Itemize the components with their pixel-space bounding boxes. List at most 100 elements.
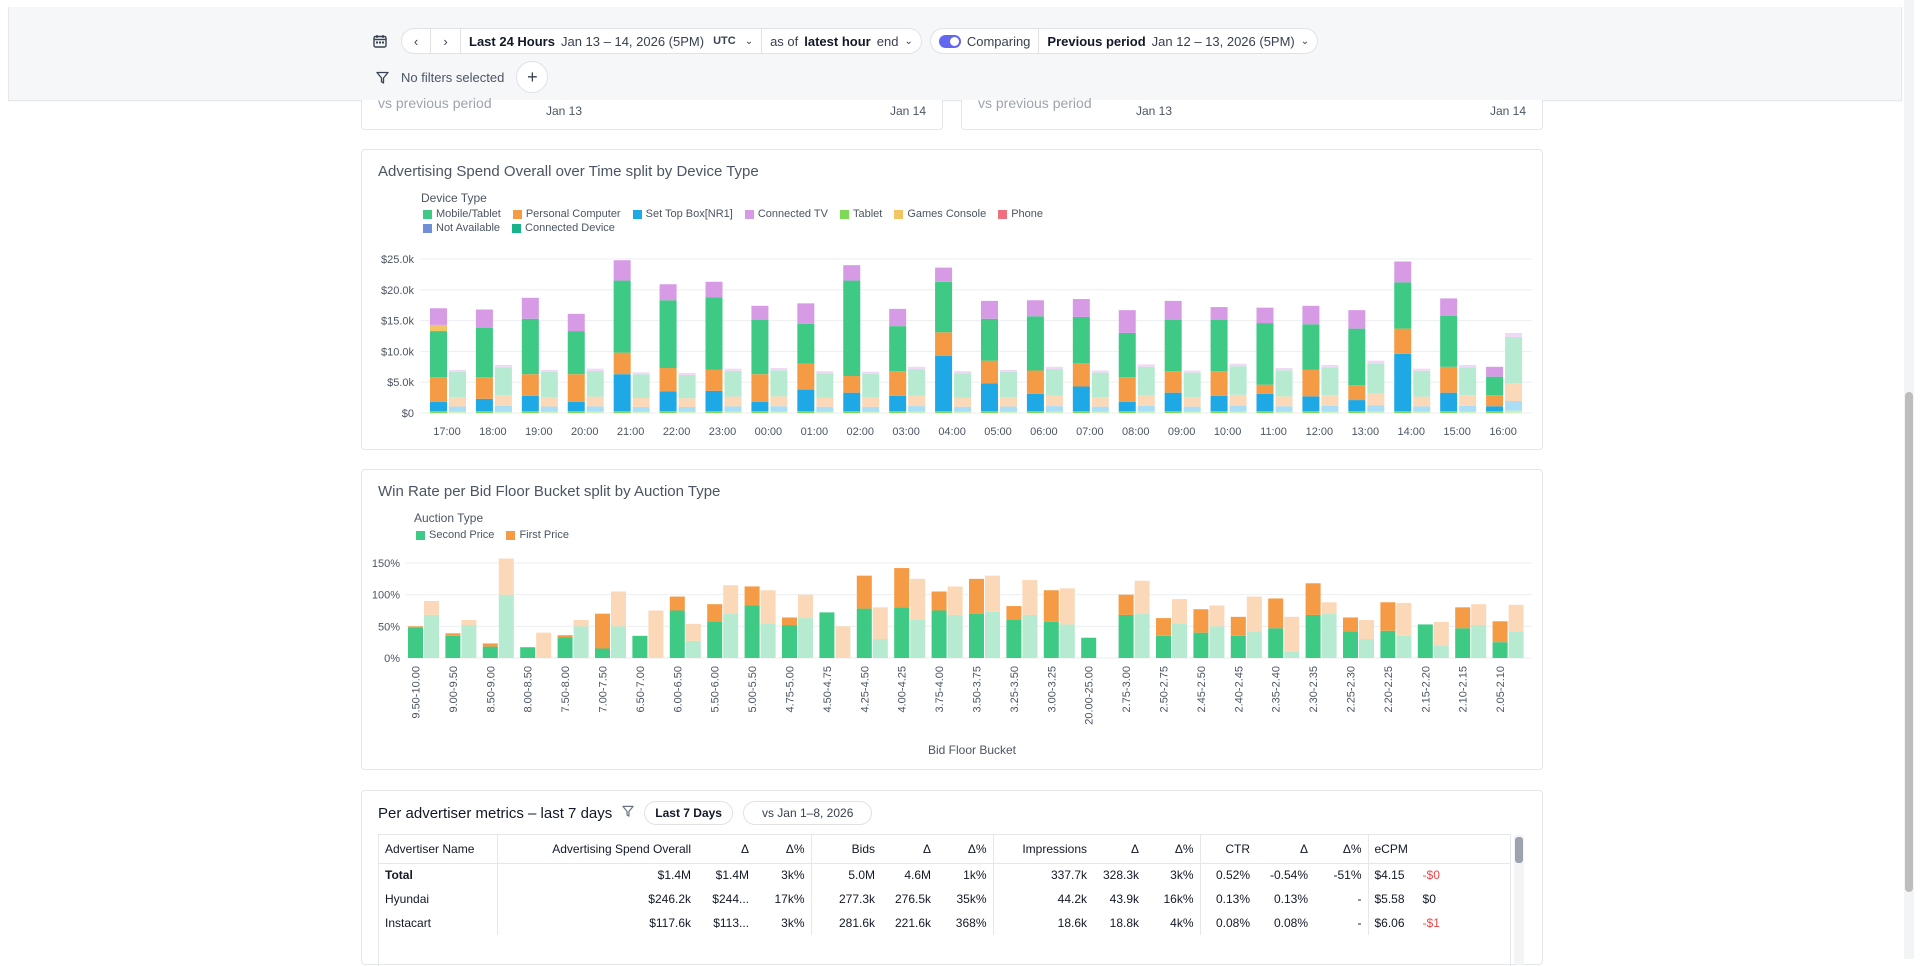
date-range-picker[interactable]: Last 24 Hours Jan 13 – 14, 2026 (5PM) UT… bbox=[461, 28, 763, 54]
legend-item[interactable]: Phone bbox=[998, 208, 1043, 220]
bar-segment bbox=[1118, 614, 1134, 658]
toggle-switch[interactable] bbox=[938, 34, 961, 48]
bar-segment bbox=[1302, 305, 1320, 325]
previous-bar-segment bbox=[1471, 604, 1487, 626]
legend-swatch bbox=[744, 209, 754, 219]
bar-segment bbox=[1230, 635, 1246, 658]
bar-segment bbox=[1455, 607, 1471, 629]
column-header[interactable]: Bids bbox=[810, 835, 881, 864]
column-header[interactable]: Δ bbox=[1093, 835, 1145, 864]
filter-icon[interactable] bbox=[622, 804, 634, 822]
legend-item[interactable]: Personal Computer bbox=[512, 208, 621, 220]
previous-bar-segment bbox=[862, 411, 880, 413]
bar-segment bbox=[1343, 631, 1358, 658]
previous-bar-segment bbox=[1045, 411, 1063, 413]
legend-item[interactable]: First Price bbox=[506, 529, 569, 541]
bar-segment bbox=[557, 635, 573, 638]
column-header[interactable]: Δ% bbox=[1145, 835, 1200, 864]
previous-bar-segment bbox=[862, 371, 880, 374]
table-scrollbar-track[interactable] bbox=[1514, 835, 1524, 965]
table-row[interactable]: Instacart $117.6k $113... 3k% 281.6k 221.6k 36… bbox=[379, 911, 1510, 935]
previous-bar-segment bbox=[1367, 360, 1385, 364]
table-cell: $4.15 -$0 bbox=[1367, 863, 1510, 887]
column-header[interactable]: Δ% bbox=[755, 835, 811, 864]
previous-bar-segment bbox=[611, 626, 626, 658]
column-header[interactable]: Δ bbox=[881, 835, 937, 864]
previous-bar-segment bbox=[862, 397, 880, 407]
table-row[interactable]: Total $1.4M $1.4M 3k% 5.0M 4.6M 1k% 337.7k 328.3… bbox=[379, 863, 1510, 887]
column-header[interactable]: Δ% bbox=[1314, 835, 1368, 864]
last-7-days-button[interactable]: Last 7 Days bbox=[644, 801, 733, 825]
bar-segment bbox=[1348, 400, 1366, 412]
bar-segment bbox=[782, 625, 797, 658]
column-header[interactable]: CTR bbox=[1199, 835, 1256, 864]
bar-segment bbox=[1072, 411, 1090, 413]
as-of-selector[interactable]: as of latest hour end ⌄ bbox=[762, 28, 922, 54]
bar-segment bbox=[856, 575, 872, 609]
legend-swatch bbox=[416, 530, 425, 540]
x-tick-label: 11:00 bbox=[1260, 426, 1287, 438]
table-row[interactable]: Hyundai $246.2k $244... 17k% 277.3k 276.5k 35k… bbox=[379, 887, 1510, 911]
filter-icon[interactable] bbox=[369, 64, 395, 90]
bar-segment bbox=[1302, 396, 1320, 412]
page-scrollbar-track[interactable] bbox=[1904, 0, 1914, 959]
column-header[interactable]: eCPM bbox=[1367, 835, 1510, 864]
x-tick-label: 4.50-4.75 bbox=[822, 666, 834, 712]
bar-segment bbox=[430, 411, 447, 413]
previous-bar-segment bbox=[798, 594, 813, 619]
previous-bar-segment bbox=[1091, 406, 1109, 412]
legend-item[interactable]: Connected Device bbox=[512, 222, 615, 234]
bar-segment bbox=[408, 626, 423, 628]
column-header[interactable]: Δ% bbox=[937, 835, 993, 864]
table-cell: $6.06 -$1 bbox=[1367, 911, 1510, 935]
bar-segment bbox=[430, 377, 447, 402]
x-tick-label: 2.75-3.00 bbox=[1121, 666, 1133, 712]
legend-item[interactable]: Connected TV bbox=[744, 208, 828, 220]
compare-period-selector[interactable]: Previous period Jan 12 – 13, 2026 (5PM) … bbox=[1039, 28, 1319, 54]
bar-segment bbox=[521, 297, 539, 319]
legend-item[interactable]: Second Price bbox=[416, 529, 494, 541]
legend-item[interactable]: Tablet bbox=[839, 208, 882, 220]
previous-bar-segment bbox=[816, 411, 834, 413]
compare-range-button[interactable]: vs Jan 1–8, 2026 bbox=[742, 801, 873, 825]
previous-bar-segment bbox=[954, 373, 972, 398]
table-cell: 44.2k bbox=[992, 887, 1093, 911]
table-cell: 3k% bbox=[1170, 868, 1194, 883]
previous-bar-segment bbox=[1413, 411, 1431, 413]
column-header[interactable]: Advertising Spend Overall bbox=[496, 835, 697, 864]
previous-bar-segment bbox=[1134, 580, 1150, 614]
ecpm-value: $5.58 bbox=[1374, 892, 1405, 906]
previous-bar-segment bbox=[1091, 411, 1109, 413]
calendar-icon[interactable] bbox=[367, 28, 393, 54]
page-scrollbar-thumb[interactable] bbox=[1905, 392, 1913, 892]
ecpm-delta: $0 bbox=[1422, 892, 1436, 906]
y-tick-label: $15.0k bbox=[381, 316, 415, 328]
previous-bar-segment bbox=[724, 396, 742, 407]
metrics-card: Per advertiser metrics – last 7 days Las… bbox=[361, 790, 1543, 966]
table-cell: 4k% bbox=[1170, 916, 1194, 930]
x-tick-label: 14:00 bbox=[1397, 426, 1425, 438]
add-filter-button[interactable]: + bbox=[516, 61, 549, 93]
next-range-button[interactable]: › bbox=[431, 28, 461, 54]
column-header[interactable]: Impressions bbox=[992, 835, 1093, 864]
legend-item[interactable]: Mobile/Tablet bbox=[423, 208, 501, 220]
column-header[interactable]: Δ bbox=[697, 835, 755, 864]
previous-bar-segment bbox=[1321, 602, 1337, 614]
bar-segment bbox=[659, 391, 677, 412]
previous-bar-segment bbox=[678, 398, 696, 407]
column-header[interactable]: Advertiser Name bbox=[379, 835, 497, 864]
column-header[interactable]: Δ bbox=[1256, 835, 1314, 864]
previous-bar-segment bbox=[1505, 400, 1523, 411]
bar-segment bbox=[843, 265, 861, 281]
bar-segment bbox=[1440, 392, 1458, 412]
prev-range-button[interactable]: ‹ bbox=[401, 28, 431, 54]
comparing-toggle[interactable]: Comparing bbox=[929, 28, 1040, 54]
previous-bar-segment bbox=[908, 369, 926, 396]
previous-bar-segment bbox=[449, 411, 466, 413]
table-scrollbar-thumb[interactable] bbox=[1515, 837, 1523, 863]
legend-item[interactable]: Not Available bbox=[423, 222, 500, 234]
legend-item[interactable]: Set Top Box[NR1] bbox=[632, 208, 733, 220]
legend-item[interactable]: Games Console bbox=[894, 208, 986, 220]
table-cell: $117.6k bbox=[496, 911, 697, 935]
card-subtitle: vs previous period bbox=[978, 95, 1092, 111]
